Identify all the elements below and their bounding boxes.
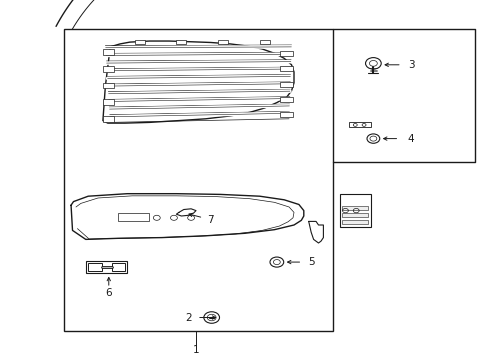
Bar <box>112 263 125 271</box>
Text: 5: 5 <box>308 257 315 267</box>
Bar <box>218 40 228 44</box>
Bar <box>86 261 127 273</box>
Bar <box>88 263 102 271</box>
Bar <box>342 206 368 210</box>
Bar <box>103 66 114 72</box>
Bar <box>280 82 293 87</box>
Bar <box>342 220 368 224</box>
Bar <box>64 29 333 331</box>
Text: 3: 3 <box>408 60 415 70</box>
Bar <box>103 116 114 122</box>
Bar <box>176 40 186 44</box>
Text: 2: 2 <box>185 312 192 323</box>
Bar <box>260 40 270 44</box>
Bar <box>103 83 114 88</box>
Bar <box>135 40 145 44</box>
Text: 7: 7 <box>207 215 214 225</box>
Bar <box>280 66 293 71</box>
Bar <box>342 213 368 217</box>
Text: 4: 4 <box>407 134 414 144</box>
Bar <box>280 51 293 56</box>
Bar <box>340 194 371 227</box>
Text: 6: 6 <box>105 288 112 298</box>
Bar <box>103 99 114 105</box>
Text: 1: 1 <box>193 345 199 355</box>
Bar <box>280 112 293 117</box>
Bar <box>118 213 149 221</box>
Bar <box>280 97 293 102</box>
Bar <box>103 49 114 55</box>
Bar <box>349 122 371 127</box>
